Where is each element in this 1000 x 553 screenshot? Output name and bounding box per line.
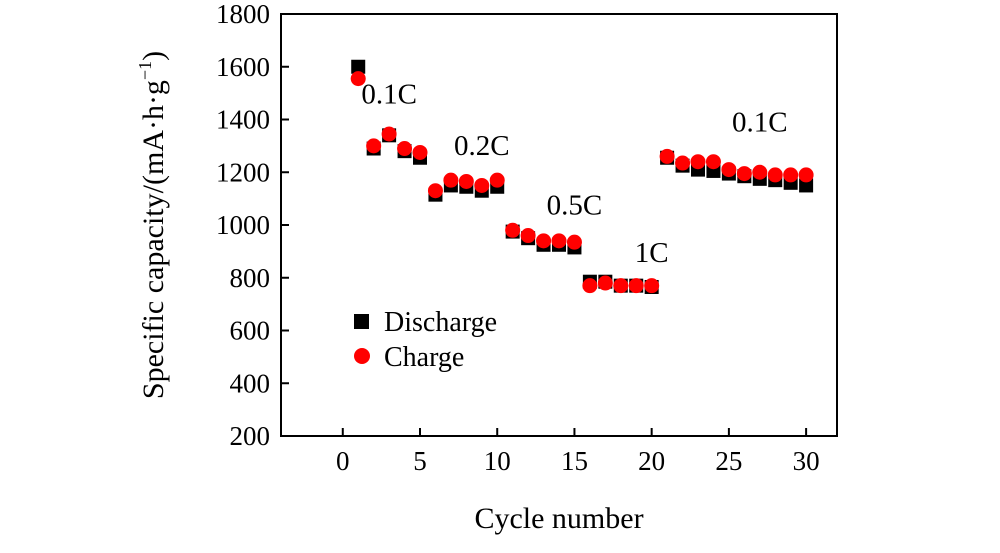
legend: Discharge Charge: [354, 307, 497, 373]
charge-point-11: [505, 222, 521, 238]
charge-point-19: [628, 278, 644, 294]
charge-point-22: [675, 155, 691, 171]
charge-point-26: [736, 166, 752, 182]
rate-annotation-2: 0.5C: [547, 189, 603, 221]
charge-point-28: [767, 167, 783, 183]
x-tick-label-25: 25: [715, 446, 742, 476]
charge-point-8: [458, 173, 474, 189]
y-axis-label-exponent: −1: [135, 61, 155, 80]
legend-discharge-marker: [354, 314, 369, 329]
x-tick-label-30: 30: [793, 446, 820, 476]
charge-point-2: [366, 138, 382, 154]
charge-point-30: [798, 167, 814, 183]
discharge-point-1: [351, 59, 366, 74]
y-tick-label-600: 600: [230, 316, 271, 346]
charge-point-13: [536, 233, 552, 249]
charge-point-25: [721, 162, 737, 178]
y-tick-label-1000: 1000: [216, 210, 270, 240]
y-tick-label-1200: 1200: [216, 157, 270, 187]
charge-point-14: [551, 233, 567, 249]
charge-point-24: [705, 154, 721, 170]
charge-point-9: [474, 177, 490, 193]
y-axis-label: Specific capacity/(mA·h·g−1): [135, 51, 170, 399]
charge-point-23: [690, 154, 706, 170]
y-tick-label-800: 800: [230, 263, 271, 293]
y-tick-label-400: 400: [230, 368, 271, 398]
charge-point-21: [659, 148, 675, 164]
charge-point-29: [783, 167, 799, 183]
legend-discharge-label: Discharge: [384, 307, 497, 338]
rate-annotation-4: 0.1C: [732, 106, 788, 138]
legend-charge-label: Charge: [384, 342, 464, 373]
y-axis-label-close: ): [137, 51, 170, 61]
charge-point-4: [397, 141, 413, 157]
charge-point-15: [566, 234, 582, 250]
y-tick-label-1400: 1400: [216, 105, 270, 135]
charge-point-1: [350, 71, 366, 87]
y-tick-label-1800: 1800: [216, 0, 270, 29]
charge-point-7: [443, 172, 459, 188]
rate-annotation-0: 0.1C: [361, 79, 417, 111]
discharge-point-30: [799, 178, 814, 193]
y-axis-label-main: Specific capacity/(mA·h·g: [137, 80, 170, 399]
x-tick-label-20: 20: [638, 446, 665, 476]
x-tick-label-0: 0: [336, 446, 350, 476]
rate-annotation-3: 1C: [635, 237, 669, 269]
charge-point-3: [381, 126, 397, 142]
charge-point-27: [752, 164, 768, 180]
charge-point-20: [644, 278, 660, 294]
charge-point-6: [427, 183, 443, 199]
x-tick-label-10: 10: [484, 446, 511, 476]
rate-annotation-1: 0.2C: [454, 130, 510, 162]
x-axis-label: Cycle number: [474, 502, 643, 535]
charge-point-12: [520, 228, 536, 244]
y-tick-label-1600: 1600: [216, 52, 270, 82]
x-tick-label-15: 15: [561, 446, 588, 476]
x-tick-label-5: 5: [413, 446, 427, 476]
charge-point-10: [489, 172, 505, 188]
charge-point-18: [613, 278, 629, 294]
legend-charge-marker: [354, 348, 370, 364]
charge-point-5: [412, 144, 428, 160]
y-tick-label-200: 200: [230, 421, 271, 451]
charge-point-17: [597, 275, 613, 291]
charge-point-16: [582, 278, 598, 294]
